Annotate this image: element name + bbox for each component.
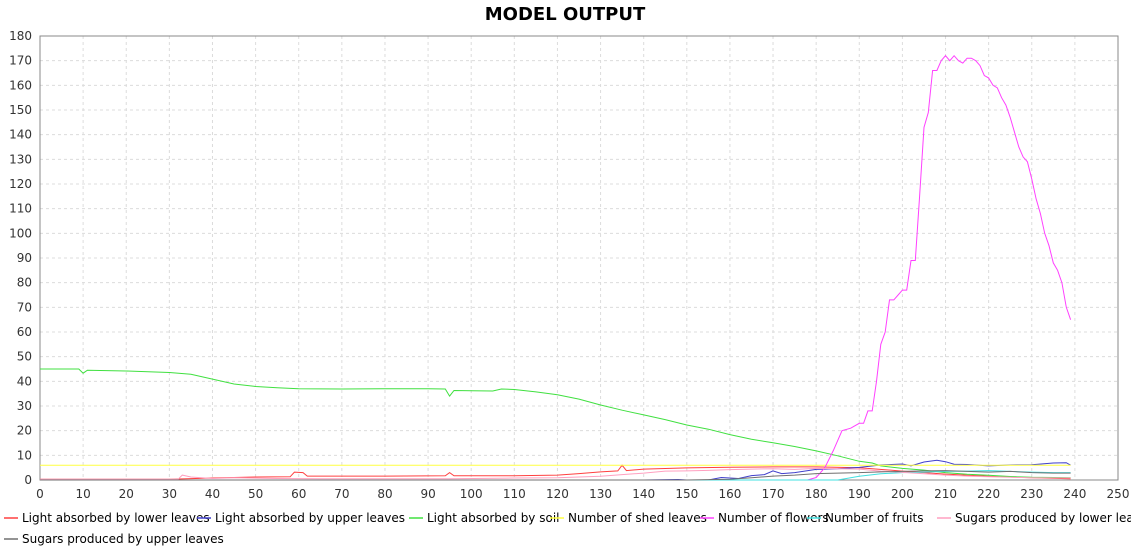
legend-item: Light absorbed by lower leaves [4,511,210,525]
x-tick-label: 190 [848,487,871,501]
legend-label: Sugars produced by lower leaves [955,511,1131,525]
x-tick-label: 200 [891,487,914,501]
series-line [40,470,1071,481]
axes: 0102030405060708090100110120130140150160… [9,29,1129,501]
legend-label: Sugars produced by upper leaves [22,532,224,546]
x-tick-label: 90 [420,487,435,501]
x-tick-label: 140 [632,487,655,501]
x-tick-label: 80 [377,487,392,501]
y-tick-label: 100 [9,226,32,240]
x-tick-label: 40 [205,487,220,501]
x-tick-label: 180 [805,487,828,501]
y-tick-label: 50 [17,350,32,364]
x-tick-label: 130 [589,487,612,501]
y-tick-label: 120 [9,177,32,191]
y-tick-label: 10 [17,448,32,462]
y-tick-label: 30 [17,399,32,413]
x-tick-label: 110 [503,487,526,501]
y-tick-label: 130 [9,152,32,166]
plot-area-border [39,35,1119,481]
x-tick-label: 230 [1020,487,1043,501]
x-tick-label: 220 [977,487,1000,501]
y-tick-label: 20 [17,424,32,438]
x-tick-label: 20 [119,487,134,501]
y-tick-label: 170 [9,54,32,68]
legend-item: Sugars produced by lower leaves [937,511,1131,525]
y-tick-label: 140 [9,128,32,142]
series-line [40,368,1071,479]
legend-item: Number of flowers [700,511,829,525]
y-tick-label: 160 [9,78,32,92]
y-tick-label: 90 [17,251,32,265]
legend-item: Light absorbed by upper leaves [197,511,405,525]
legend-item: Light absorbed by soil [409,511,560,525]
x-tick-label: 60 [291,487,306,501]
y-tick-label: 110 [9,202,32,216]
x-tick-label: 70 [334,487,349,501]
y-tick-label: 60 [17,325,32,339]
legend-item: Sugars produced by upper leaves [4,532,224,546]
legend-label: Light absorbed by soil [427,511,560,525]
y-tick-label: 70 [17,300,32,314]
x-tick-label: 0 [36,487,44,501]
chart-title: MODEL OUTPUT [485,4,646,25]
x-tick-label: 10 [75,487,90,501]
legend-item: Number of shed leaves [550,511,707,525]
series-line [40,467,1071,480]
x-tick-label: 30 [162,487,177,501]
legend-label: Number of shed leaves [568,511,707,525]
x-tick-label: 100 [460,487,483,501]
y-tick-label: 40 [17,374,32,388]
x-tick-label: 250 [1107,487,1130,501]
x-tick-label: 170 [762,487,785,501]
legend-label: Light absorbed by upper leaves [215,511,405,525]
y-tick-label: 0 [24,473,32,487]
legend-label: Light absorbed by lower leaves [22,511,210,525]
x-tick-label: 210 [934,487,957,501]
y-tick-label: 80 [17,276,32,290]
x-tick-label: 120 [546,487,569,501]
x-tick-label: 50 [248,487,263,501]
series-line [40,54,1072,481]
legend: Light absorbed by lower leaves Light abso… [4,511,1131,546]
legend-label: Number of flowers [718,511,829,525]
y-tick-label: 180 [9,29,32,43]
grid-lines [39,35,1119,481]
y-tick-label: 150 [9,103,32,117]
x-tick-label: 160 [718,487,741,501]
x-tick-label: 150 [675,487,698,501]
x-tick-label: 240 [1063,487,1086,501]
legend-label: Number of fruits [825,511,923,525]
series-lines [40,54,1072,481]
legend-item: Number of fruits [807,511,923,525]
